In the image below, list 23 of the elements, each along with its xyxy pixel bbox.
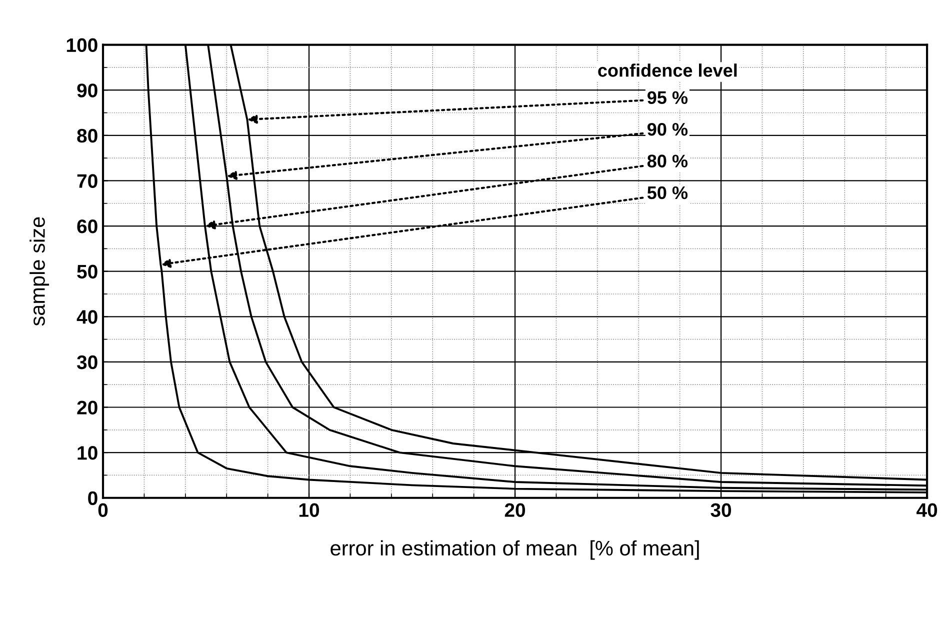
y-tick-label: 10 xyxy=(78,446,98,460)
y-tick-label: 20 xyxy=(77,400,98,414)
x-tick-label: 30 xyxy=(710,503,732,518)
annotation: 50 % xyxy=(647,186,688,200)
x-tick-label: 0 xyxy=(98,503,108,518)
x-tick-label: 10 xyxy=(299,503,320,518)
x-axis-title: error in estimation of mean [% of mean] xyxy=(330,540,699,560)
y-tick-label: 70 xyxy=(77,174,98,188)
y-tick-label: 60 xyxy=(77,219,98,234)
annotation: 80 % xyxy=(647,154,688,168)
y-tick-label: 40 xyxy=(76,310,98,324)
annotation: 90 % xyxy=(648,122,688,136)
y-tick-label: 0 xyxy=(88,491,98,506)
x-tick-label: 20 xyxy=(504,503,526,518)
x-tick-label: 40 xyxy=(916,503,938,518)
y-tick-label: 90 xyxy=(77,84,98,98)
legend-title: confidence level xyxy=(598,64,737,77)
y-axis-title: sample size xyxy=(30,217,50,326)
y-tick-label: 100 xyxy=(66,38,98,52)
y-tick-label: 30 xyxy=(76,355,98,370)
y-tick-label: 50 xyxy=(77,264,98,279)
annotation: 95 % xyxy=(648,91,688,104)
y-tick-label: 80 xyxy=(77,128,98,143)
